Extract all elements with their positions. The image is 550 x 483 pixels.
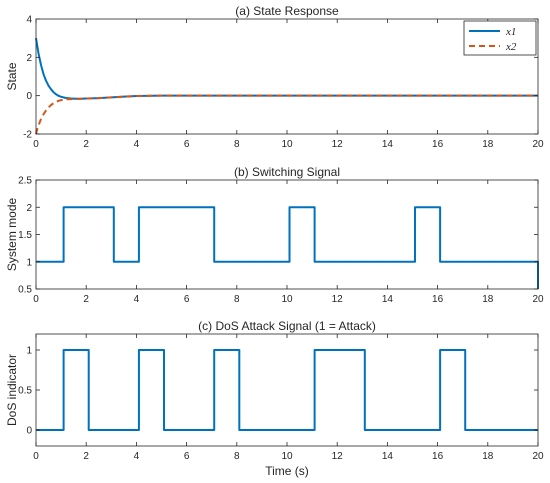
y-tick-label: 2 (26, 53, 32, 64)
x-tick-label: 14 (382, 294, 394, 305)
x-tick-label: 2 (83, 139, 89, 150)
x-tick-label: 2 (83, 294, 89, 305)
chart-title: (a) State Response (235, 4, 339, 18)
x-tick-label: 6 (184, 139, 190, 150)
chart-panel-3: (c) DoS Attack Signal (1 = Attack) 0 2 4 6 8 1… (5, 319, 544, 478)
x-tick-label: 16 (432, 451, 444, 462)
x-tick-label: 14 (382, 139, 394, 150)
x-tick-label: 4 (134, 294, 140, 305)
x-tick-label: 0 (33, 294, 39, 305)
y-tick-label: 0.5 (18, 285, 32, 296)
x-tick-label: 0 (33, 451, 39, 462)
series-line-series-1 (36, 349, 538, 431)
x-tick-label: 10 (281, 451, 293, 462)
y-tick-label: 1 (26, 346, 32, 357)
x-tick-label: 14 (382, 451, 394, 462)
x-tick-label: 8 (234, 294, 240, 305)
y-tick-label: 0.5 (18, 386, 32, 397)
series-line-x2 (35, 94, 538, 135)
axes-box (35, 18, 539, 135)
x-tick-label: 20 (532, 451, 544, 462)
x-tick-label: 10 (281, 139, 293, 150)
x-tick-label: 4 (134, 451, 140, 462)
x-axis-label: Time (s) (265, 464, 309, 478)
y-tick-label: 1 (26, 257, 32, 268)
y-axis-label: State (5, 62, 19, 90)
x-tick-label: 16 (432, 139, 444, 150)
x-tick-label: 20 (532, 139, 544, 150)
series-line-x1 (35, 38, 538, 100)
x-tick-label: 6 (184, 294, 190, 305)
y-tick-label: 2 (26, 203, 32, 214)
chart-title: (c) DoS Attack Signal (1 = Attack) (198, 319, 376, 333)
y-tick-label: 0 (26, 91, 32, 102)
x-tick-label: 6 (184, 451, 190, 462)
y-tick-label: 2.5 (18, 176, 32, 187)
x-tick-label: 2 (83, 451, 89, 462)
y-tick-label: -2 (23, 130, 32, 141)
y-tick-label: 4 (26, 15, 32, 26)
x-tick-label: 18 (482, 451, 494, 462)
chart-title: (b) Switching Signal (234, 165, 340, 179)
series-line-series-1 (36, 206, 539, 289)
legend-entry: x2 (505, 41, 517, 53)
x-tick-label: 0 (33, 139, 39, 150)
axes-box (35, 179, 539, 290)
x-tick-label: 16 (432, 294, 444, 305)
y-tick-label: 0 (26, 426, 32, 437)
x-tick-label: 12 (332, 451, 344, 462)
x-tick-label: 18 (482, 139, 494, 150)
x-tick-label: 8 (234, 451, 240, 462)
y-tick-label: 1.5 (18, 230, 32, 241)
x-tick-label: 18 (482, 294, 494, 305)
x-tick-label: 10 (281, 294, 293, 305)
x-tick-label: 12 (332, 139, 344, 150)
x-tick-label: 4 (134, 139, 140, 150)
legend-entry: x1 (505, 26, 516, 38)
legend-box (463, 20, 537, 56)
x-tick-label: 12 (332, 294, 344, 305)
y-axis-label: DoS indicator (5, 354, 19, 426)
y-axis-label: System mode (5, 197, 19, 271)
x-tick-label: 20 (532, 294, 544, 305)
x-tick-label: 8 (234, 139, 240, 150)
